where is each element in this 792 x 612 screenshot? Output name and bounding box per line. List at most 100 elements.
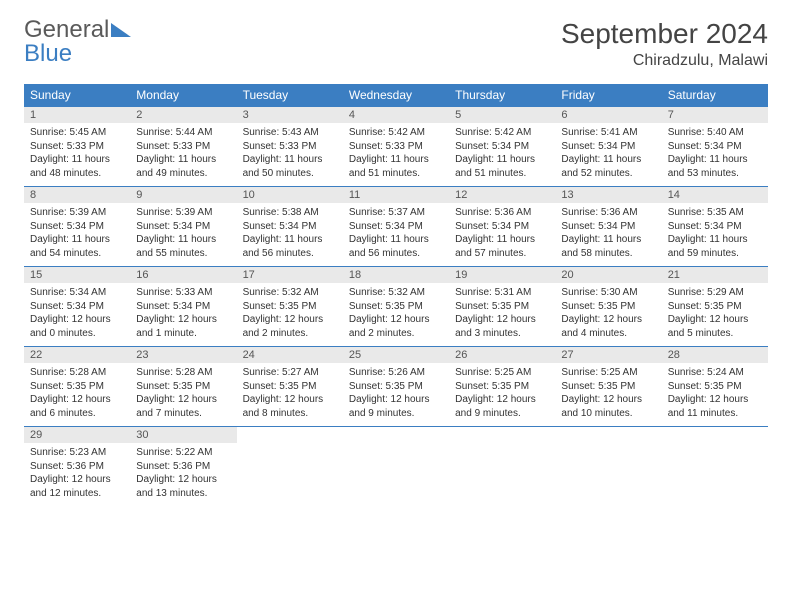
day-details: Sunrise: 5:42 AMSunset: 5:33 PMDaylight:…: [343, 123, 449, 186]
sunset-text: Sunset: 5:36 PM: [30, 460, 124, 474]
calendar-cell: 17Sunrise: 5:32 AMSunset: 5:35 PMDayligh…: [237, 267, 343, 346]
calendar-cell: 4Sunrise: 5:42 AMSunset: 5:33 PMDaylight…: [343, 107, 449, 186]
calendar-cell: 22Sunrise: 5:28 AMSunset: 5:35 PMDayligh…: [24, 347, 130, 426]
sunrise-text: Sunrise: 5:45 AM: [30, 126, 124, 140]
calendar-cell: 19Sunrise: 5:31 AMSunset: 5:35 PMDayligh…: [449, 267, 555, 346]
daylight-text: Daylight: 12 hours and 10 minutes.: [561, 393, 655, 420]
day-details: Sunrise: 5:28 AMSunset: 5:35 PMDaylight:…: [130, 363, 236, 426]
triangle-icon: [111, 23, 131, 37]
sunset-text: Sunset: 5:35 PM: [136, 380, 230, 394]
sunset-text: Sunset: 5:35 PM: [668, 380, 762, 394]
calendar-cell: [343, 427, 449, 506]
calendar-cell: 13Sunrise: 5:36 AMSunset: 5:34 PMDayligh…: [555, 187, 661, 266]
sunset-text: Sunset: 5:33 PM: [136, 140, 230, 154]
day-number: 15: [24, 267, 130, 283]
sunset-text: Sunset: 5:34 PM: [668, 140, 762, 154]
sunrise-text: Sunrise: 5:29 AM: [668, 286, 762, 300]
day-number: 1: [24, 107, 130, 123]
daylight-text: Daylight: 11 hours and 56 minutes.: [349, 233, 443, 260]
brand-word-1: General: [24, 16, 109, 43]
day-number: 8: [24, 187, 130, 203]
calendar-cell: 6Sunrise: 5:41 AMSunset: 5:34 PMDaylight…: [555, 107, 661, 186]
day-number: 29: [24, 427, 130, 443]
day-number: 24: [237, 347, 343, 363]
calendar-header-row: Sunday Monday Tuesday Wednesday Thursday…: [24, 84, 768, 106]
calendar-cell: 20Sunrise: 5:30 AMSunset: 5:35 PMDayligh…: [555, 267, 661, 346]
daylight-text: Daylight: 11 hours and 51 minutes.: [455, 153, 549, 180]
sunset-text: Sunset: 5:35 PM: [455, 300, 549, 314]
sunrise-text: Sunrise: 5:32 AM: [243, 286, 337, 300]
calendar-cell: 1Sunrise: 5:45 AMSunset: 5:33 PMDaylight…: [24, 107, 130, 186]
day-number: 21: [662, 267, 768, 283]
day-details: Sunrise: 5:22 AMSunset: 5:36 PMDaylight:…: [130, 443, 236, 506]
calendar-cell: 24Sunrise: 5:27 AMSunset: 5:35 PMDayligh…: [237, 347, 343, 426]
daylight-text: Daylight: 11 hours and 59 minutes.: [668, 233, 762, 260]
calendar-cell: 30Sunrise: 5:22 AMSunset: 5:36 PMDayligh…: [130, 427, 236, 506]
day-details: Sunrise: 5:42 AMSunset: 5:34 PMDaylight:…: [449, 123, 555, 186]
day-header-friday: Friday: [555, 84, 661, 106]
day-details: Sunrise: 5:43 AMSunset: 5:33 PMDaylight:…: [237, 123, 343, 186]
day-details: Sunrise: 5:34 AMSunset: 5:34 PMDaylight:…: [24, 283, 130, 346]
sunset-text: Sunset: 5:34 PM: [561, 140, 655, 154]
daylight-text: Daylight: 11 hours and 52 minutes.: [561, 153, 655, 180]
day-details: Sunrise: 5:36 AMSunset: 5:34 PMDaylight:…: [555, 203, 661, 266]
calendar-cell: 14Sunrise: 5:35 AMSunset: 5:34 PMDayligh…: [662, 187, 768, 266]
calendar-cell: 26Sunrise: 5:25 AMSunset: 5:35 PMDayligh…: [449, 347, 555, 426]
day-details: Sunrise: 5:23 AMSunset: 5:36 PMDaylight:…: [24, 443, 130, 506]
daylight-text: Daylight: 12 hours and 2 minutes.: [349, 313, 443, 340]
calendar-cell: 9Sunrise: 5:39 AMSunset: 5:34 PMDaylight…: [130, 187, 236, 266]
daylight-text: Daylight: 12 hours and 6 minutes.: [30, 393, 124, 420]
daylight-text: Daylight: 12 hours and 11 minutes.: [668, 393, 762, 420]
calendar-row: 29Sunrise: 5:23 AMSunset: 5:36 PMDayligh…: [24, 426, 768, 506]
day-number: 28: [662, 347, 768, 363]
sunrise-text: Sunrise: 5:26 AM: [349, 366, 443, 380]
day-header-monday: Monday: [130, 84, 236, 106]
day-header-sunday: Sunday: [24, 84, 130, 106]
day-number: 14: [662, 187, 768, 203]
day-number: 13: [555, 187, 661, 203]
sunrise-text: Sunrise: 5:38 AM: [243, 206, 337, 220]
day-number: 11: [343, 187, 449, 203]
daylight-text: Daylight: 12 hours and 9 minutes.: [455, 393, 549, 420]
sunset-text: Sunset: 5:35 PM: [30, 380, 124, 394]
calendar-cell: 27Sunrise: 5:25 AMSunset: 5:35 PMDayligh…: [555, 347, 661, 426]
page-title: September 2024: [561, 18, 768, 50]
day-number: 22: [24, 347, 130, 363]
sunset-text: Sunset: 5:34 PM: [136, 300, 230, 314]
day-details: Sunrise: 5:29 AMSunset: 5:35 PMDaylight:…: [662, 283, 768, 346]
title-block: September 2024 Chiradzulu, Malawi: [561, 18, 768, 70]
page-header: General Blue September 2024 Chiradzulu, …: [24, 18, 768, 70]
sunrise-text: Sunrise: 5:39 AM: [30, 206, 124, 220]
sunset-text: Sunset: 5:34 PM: [455, 220, 549, 234]
sunset-text: Sunset: 5:34 PM: [455, 140, 549, 154]
calendar-row: 15Sunrise: 5:34 AMSunset: 5:34 PMDayligh…: [24, 266, 768, 346]
calendar-cell: 16Sunrise: 5:33 AMSunset: 5:34 PMDayligh…: [130, 267, 236, 346]
calendar-cell: 3Sunrise: 5:43 AMSunset: 5:33 PMDaylight…: [237, 107, 343, 186]
brand-logo: General Blue: [24, 18, 131, 66]
sunset-text: Sunset: 5:35 PM: [243, 380, 337, 394]
day-details: Sunrise: 5:41 AMSunset: 5:34 PMDaylight:…: [555, 123, 661, 186]
calendar-cell: 2Sunrise: 5:44 AMSunset: 5:33 PMDaylight…: [130, 107, 236, 186]
daylight-text: Daylight: 12 hours and 2 minutes.: [243, 313, 337, 340]
day-header-tuesday: Tuesday: [237, 84, 343, 106]
daylight-text: Daylight: 11 hours and 50 minutes.: [243, 153, 337, 180]
calendar-cell: 28Sunrise: 5:24 AMSunset: 5:35 PMDayligh…: [662, 347, 768, 426]
day-details: Sunrise: 5:37 AMSunset: 5:34 PMDaylight:…: [343, 203, 449, 266]
sunrise-text: Sunrise: 5:23 AM: [30, 446, 124, 460]
sunset-text: Sunset: 5:34 PM: [349, 220, 443, 234]
sunrise-text: Sunrise: 5:39 AM: [136, 206, 230, 220]
day-number: 17: [237, 267, 343, 283]
calendar-cell: 23Sunrise: 5:28 AMSunset: 5:35 PMDayligh…: [130, 347, 236, 426]
daylight-text: Daylight: 11 hours and 53 minutes.: [668, 153, 762, 180]
sunset-text: Sunset: 5:35 PM: [561, 300, 655, 314]
day-number: 6: [555, 107, 661, 123]
day-number: 26: [449, 347, 555, 363]
day-details: Sunrise: 5:28 AMSunset: 5:35 PMDaylight:…: [24, 363, 130, 426]
daylight-text: Daylight: 12 hours and 7 minutes.: [136, 393, 230, 420]
day-details: Sunrise: 5:25 AMSunset: 5:35 PMDaylight:…: [449, 363, 555, 426]
day-details: Sunrise: 5:27 AMSunset: 5:35 PMDaylight:…: [237, 363, 343, 426]
sunrise-text: Sunrise: 5:33 AM: [136, 286, 230, 300]
sunrise-text: Sunrise: 5:22 AM: [136, 446, 230, 460]
day-header-saturday: Saturday: [662, 84, 768, 106]
sunset-text: Sunset: 5:35 PM: [455, 380, 549, 394]
